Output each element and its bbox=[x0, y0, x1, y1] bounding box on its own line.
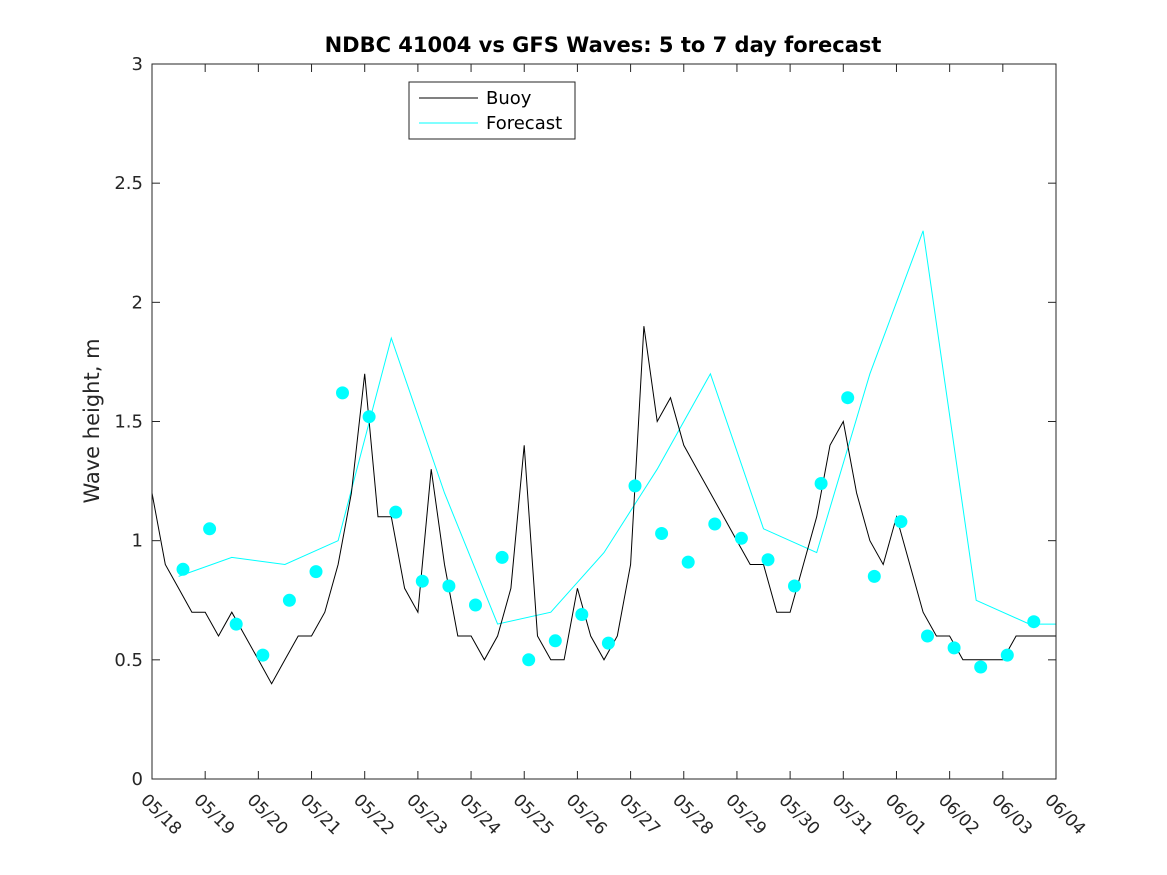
x-tick-label: 05/21 bbox=[296, 790, 345, 839]
forecast-marker bbox=[655, 527, 669, 540]
y-tick-label: 2.5 bbox=[114, 173, 143, 194]
forecast-marker bbox=[761, 553, 775, 567]
x-axis: 05/18 05/19 05/20 05/21 05/22 05/23 05/24 05/25… bbox=[136, 64, 1089, 839]
forecast-marker bbox=[309, 565, 323, 579]
forecast-marker bbox=[894, 515, 908, 529]
y-tick-label: 3 bbox=[132, 54, 143, 75]
forecast-marker bbox=[734, 531, 748, 545]
x-tick-label: 05/25 bbox=[509, 790, 558, 839]
forecast-marker bbox=[974, 660, 988, 674]
x-tick-label: 06/02 bbox=[934, 790, 983, 839]
legend-box bbox=[408, 81, 576, 140]
forecast-marker bbox=[229, 617, 243, 631]
forecast-marker bbox=[601, 636, 615, 650]
x-tick-label: 05/26 bbox=[562, 790, 611, 839]
forecast-marker bbox=[814, 477, 828, 490]
x-tick-label: 06/01 bbox=[881, 790, 930, 839]
x-tick-label: 05/27 bbox=[615, 790, 664, 839]
chart-title: NDBC 41004 vs GFS Waves: 5 to 7 day fore… bbox=[325, 33, 882, 57]
forecast-marker bbox=[256, 648, 270, 662]
x-tick-label: 05/18 bbox=[136, 790, 185, 839]
forecast-marker bbox=[867, 569, 881, 583]
forecast-marker bbox=[176, 562, 190, 576]
x-tick-label: 05/24 bbox=[456, 790, 505, 839]
forecast-marker bbox=[947, 641, 961, 655]
forecast-marker bbox=[469, 598, 482, 612]
buoy-line bbox=[151, 326, 1056, 685]
x-tick-label: 06/04 bbox=[1040, 790, 1089, 839]
x-tick-label: 05/22 bbox=[349, 790, 398, 839]
forecast-marker bbox=[362, 410, 376, 424]
x-tick-label: 05/19 bbox=[190, 790, 239, 839]
y-tick-label: 0 bbox=[132, 769, 143, 790]
forecast-marker bbox=[921, 629, 934, 643]
forecast-marker bbox=[841, 391, 855, 405]
forecast-marker bbox=[548, 634, 562, 648]
plot-frame bbox=[151, 63, 1057, 780]
y-tick-label: 2 bbox=[132, 292, 143, 313]
forecast-markers bbox=[176, 386, 1041, 674]
x-tick-label: 05/20 bbox=[243, 790, 292, 839]
forecast-marker bbox=[282, 593, 296, 607]
forecast-marker bbox=[628, 479, 642, 493]
forecast-line bbox=[178, 230, 1056, 625]
forecast-marker bbox=[203, 522, 217, 536]
forecast-marker bbox=[788, 579, 801, 593]
y-tick-label: 0.5 bbox=[114, 650, 143, 671]
y-axis: 0 0.5 1 1.5 2 2.5 3 bbox=[114, 54, 1056, 790]
forecast-marker bbox=[575, 608, 589, 621]
forecast-marker bbox=[522, 653, 536, 667]
forecast-marker bbox=[389, 505, 403, 519]
x-tick-label: 05/30 bbox=[775, 790, 824, 839]
forecast-marker bbox=[1000, 648, 1014, 662]
forecast-marker bbox=[708, 517, 722, 531]
forecast-marker bbox=[415, 574, 429, 588]
legend-buoy-label: Buoy bbox=[486, 88, 532, 109]
forecast-marker bbox=[442, 579, 456, 593]
y-tick-label: 1.5 bbox=[114, 412, 143, 433]
forecast-marker bbox=[1027, 615, 1041, 629]
forecast-series bbox=[178, 230, 1056, 625]
x-tick-label: 05/28 bbox=[668, 790, 717, 839]
forecast-marker bbox=[495, 550, 509, 564]
x-tick-label: 05/31 bbox=[828, 790, 877, 839]
x-tick-label: 05/29 bbox=[721, 790, 770, 839]
x-tick-label: 05/23 bbox=[402, 790, 451, 839]
buoy-series bbox=[151, 326, 1056, 685]
x-tick-label: 06/03 bbox=[987, 790, 1036, 839]
forecast-marker bbox=[681, 555, 695, 569]
legend-forecast-label: Forecast bbox=[486, 113, 562, 134]
forecast-marker bbox=[336, 386, 349, 400]
legend: Buoy Forecast bbox=[408, 81, 576, 140]
y-axis-label: Wave height, m bbox=[80, 338, 104, 503]
y-tick-label: 1 bbox=[132, 531, 143, 552]
